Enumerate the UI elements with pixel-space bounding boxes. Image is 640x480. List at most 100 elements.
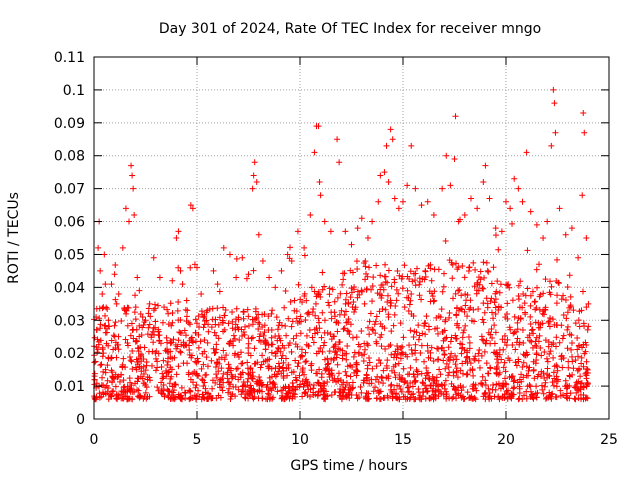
data-point	[192, 316, 199, 323]
data-point	[334, 361, 341, 368]
data-point	[229, 318, 236, 325]
data-point	[388, 389, 395, 396]
data-point	[254, 378, 261, 385]
data-point	[192, 358, 199, 365]
data-point	[262, 346, 269, 353]
data-point	[201, 348, 208, 355]
data-point	[177, 393, 184, 400]
data-point	[316, 179, 323, 186]
data-point	[453, 369, 460, 376]
data-point	[298, 346, 305, 353]
data-point	[167, 375, 174, 382]
data-point	[523, 388, 530, 395]
data-point	[421, 320, 428, 327]
data-point	[517, 315, 524, 322]
data-point	[495, 303, 502, 310]
data-point	[354, 266, 361, 273]
data-point	[295, 281, 302, 288]
data-point	[294, 363, 301, 370]
data-point	[358, 287, 365, 294]
data-point	[373, 363, 380, 370]
data-point	[102, 312, 109, 319]
data-point	[293, 308, 300, 315]
data-point	[187, 264, 194, 271]
data-point	[514, 319, 521, 326]
data-point	[328, 392, 335, 399]
data-point	[310, 382, 317, 389]
data-point	[306, 326, 313, 333]
data-point	[420, 389, 427, 396]
data-point	[302, 358, 309, 365]
data-point	[439, 288, 446, 295]
data-point	[544, 218, 551, 225]
data-point	[311, 149, 318, 156]
data-point	[399, 350, 406, 357]
data-point	[564, 323, 571, 330]
data-point	[235, 376, 242, 383]
y-tick-label: 0.02	[54, 346, 85, 362]
data-point	[584, 370, 591, 377]
data-point	[187, 387, 194, 394]
data-point	[376, 357, 383, 364]
data-point	[378, 373, 385, 380]
data-point	[423, 365, 430, 372]
data-point	[331, 298, 338, 305]
data-point	[155, 328, 162, 335]
data-point	[221, 356, 228, 363]
data-point	[474, 205, 481, 212]
data-point	[208, 357, 215, 364]
data-point	[558, 353, 565, 360]
data-point	[227, 381, 234, 388]
data-point	[494, 278, 501, 285]
data-point	[458, 387, 465, 394]
data-point	[406, 301, 413, 308]
data-point	[520, 339, 527, 346]
data-point	[583, 341, 590, 348]
data-point	[337, 385, 344, 392]
data-point	[186, 351, 193, 358]
data-point	[362, 346, 369, 353]
data-point	[112, 262, 119, 269]
data-point	[335, 320, 342, 327]
data-point	[410, 390, 417, 397]
data-point	[520, 290, 527, 297]
data-point	[455, 287, 462, 294]
data-point	[492, 386, 499, 393]
data-point	[283, 390, 290, 397]
data-point	[172, 381, 179, 388]
data-point	[284, 393, 291, 400]
data-point	[140, 322, 147, 329]
data-point	[487, 364, 494, 371]
data-point	[553, 278, 560, 285]
data-point	[422, 385, 429, 392]
data-point	[325, 360, 332, 367]
data-point	[254, 388, 261, 395]
data-point	[512, 359, 519, 366]
data-point	[167, 348, 174, 355]
data-point	[551, 321, 558, 328]
data-point	[104, 362, 111, 369]
data-point	[225, 379, 232, 386]
data-point	[220, 379, 227, 386]
data-point	[533, 351, 540, 358]
data-point	[459, 262, 466, 269]
data-point	[358, 327, 365, 334]
data-point	[401, 262, 408, 269]
data-point	[412, 185, 419, 192]
data-point	[427, 298, 434, 305]
data-point	[268, 349, 275, 356]
data-point	[493, 370, 500, 377]
data-point	[479, 316, 486, 323]
data-point	[230, 332, 237, 339]
data-point	[297, 313, 304, 320]
data-point	[339, 355, 346, 362]
data-point	[280, 359, 287, 366]
data-point	[490, 264, 497, 271]
data-point	[279, 395, 286, 402]
data-point	[394, 342, 401, 349]
data-point	[445, 364, 452, 371]
data-point	[495, 380, 502, 387]
data-point	[115, 346, 122, 353]
data-point	[245, 271, 252, 278]
data-point	[529, 288, 536, 295]
